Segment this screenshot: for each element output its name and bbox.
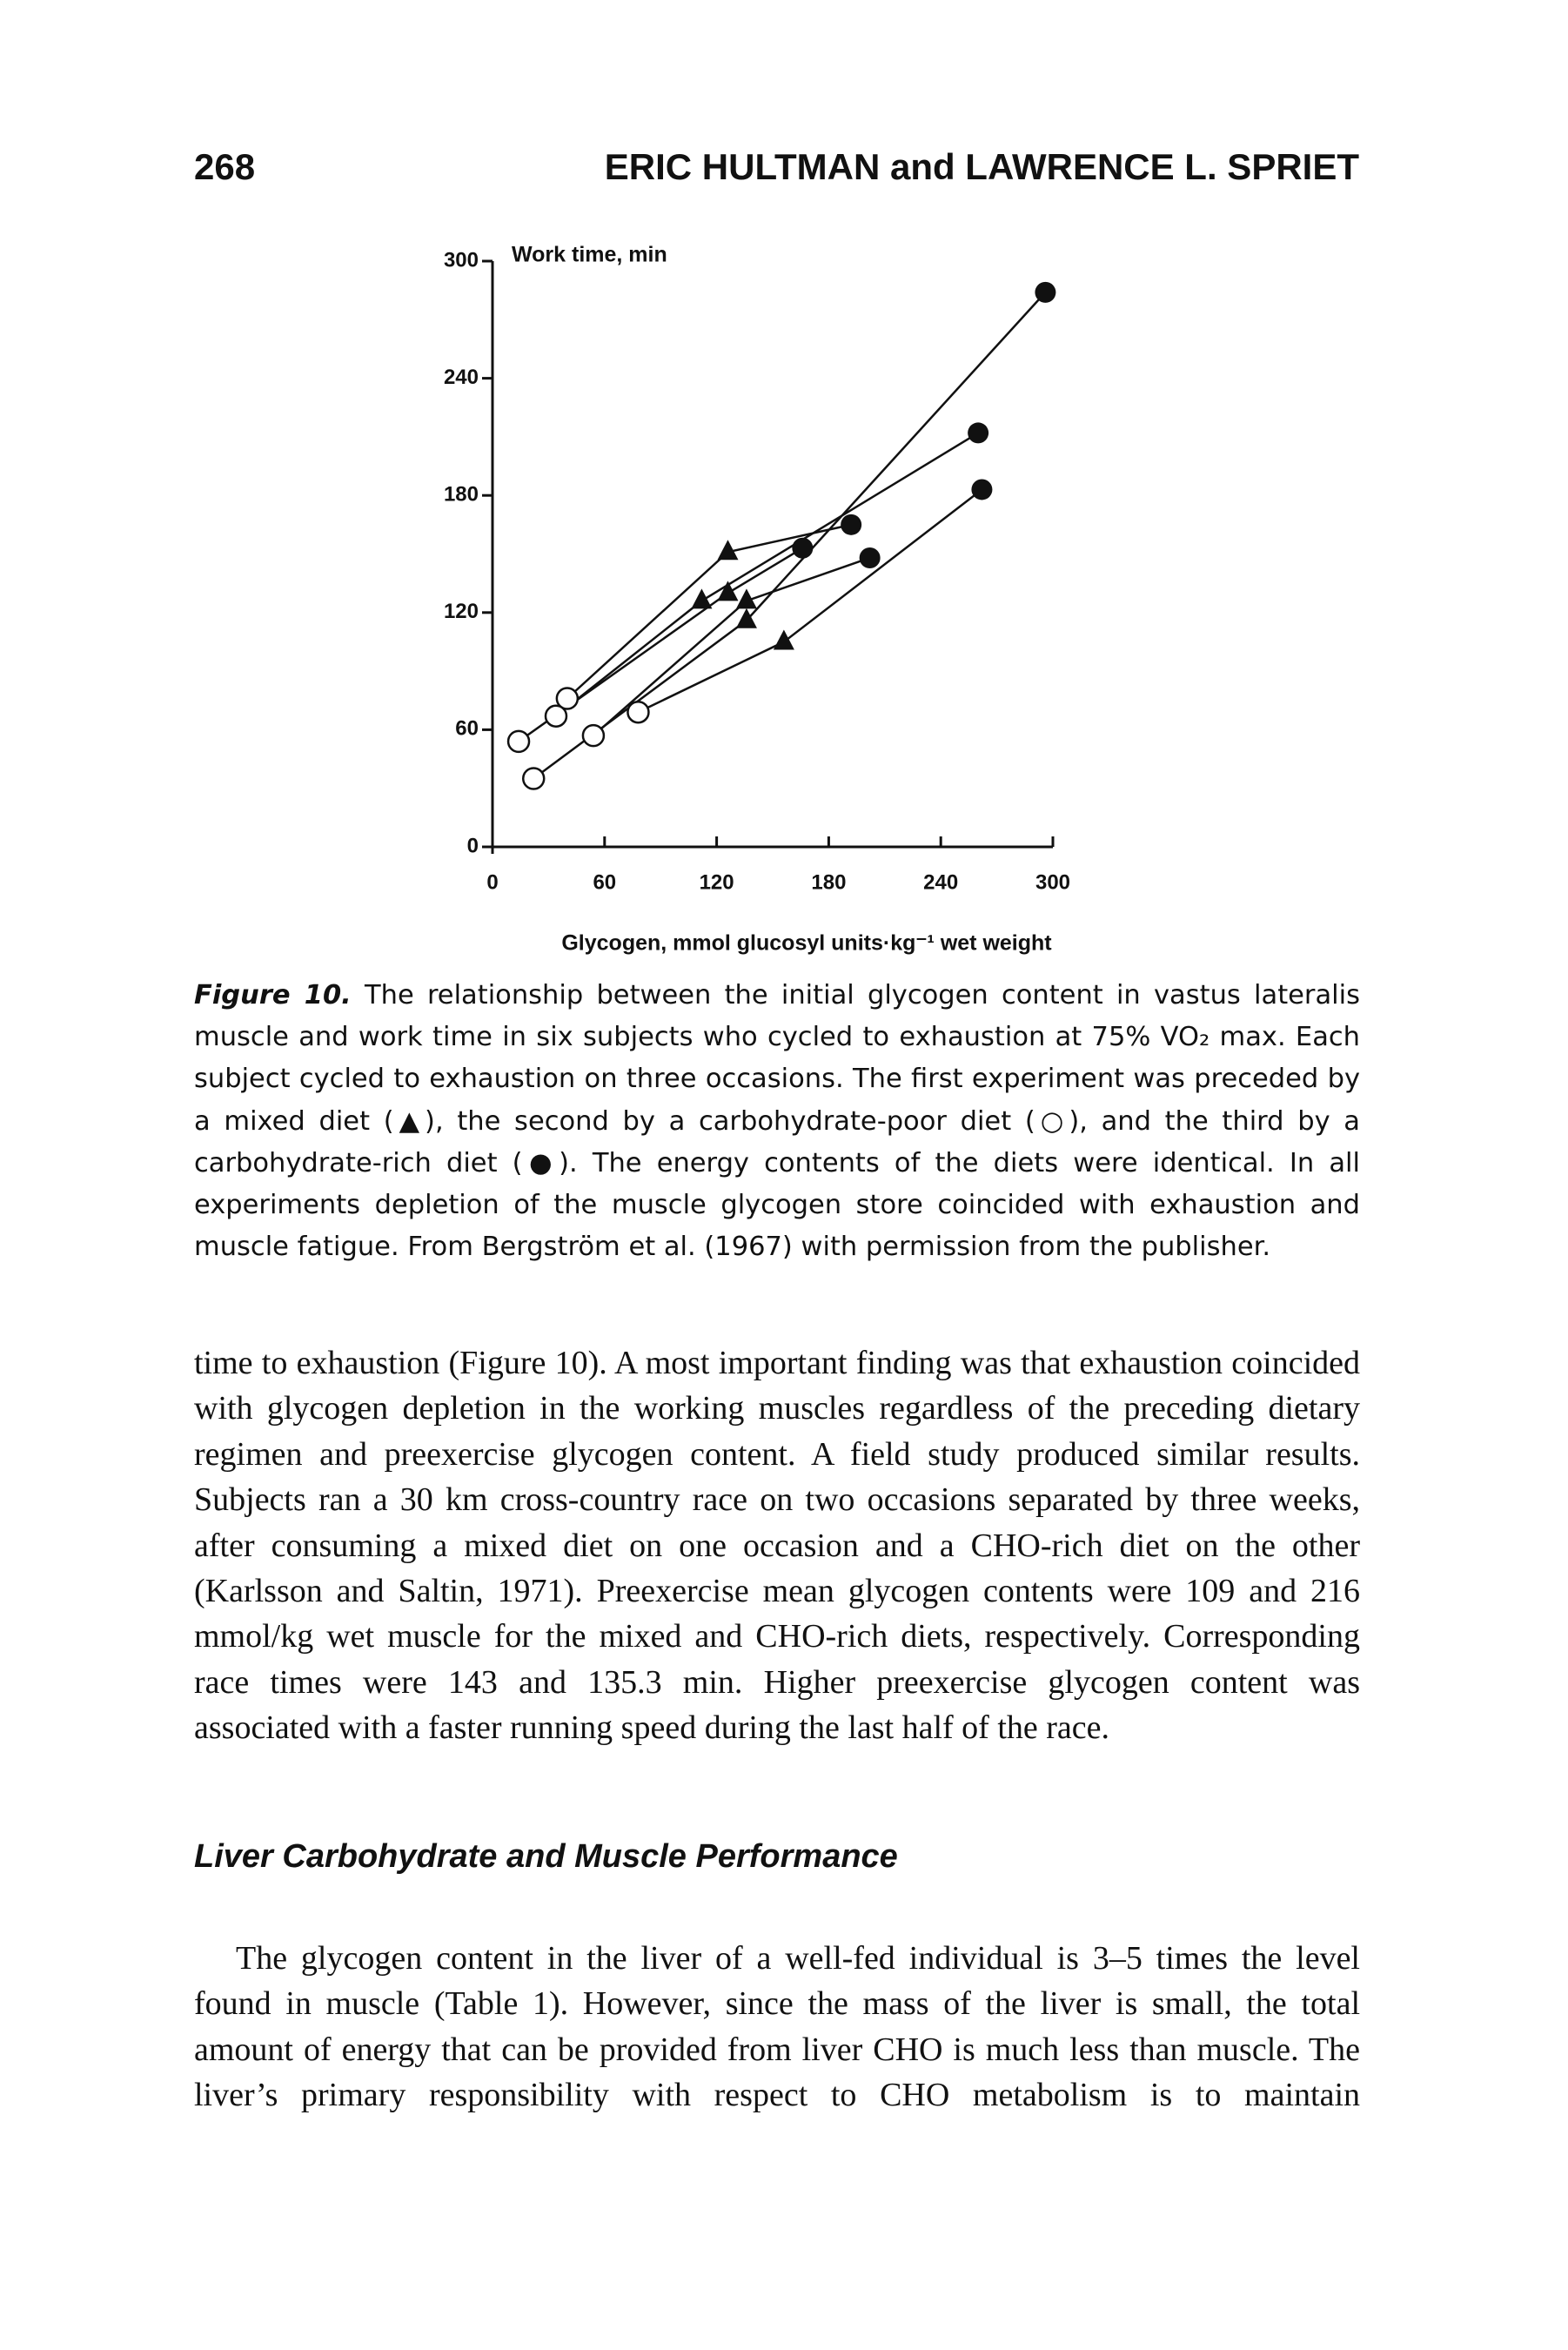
y-tick-label: 120	[444, 600, 479, 623]
x-axis-label: Glycogen, mmol glucosyl units·kg⁻¹ wet w…	[561, 931, 1052, 956]
point-triangle	[735, 608, 757, 628]
point-triangle	[717, 581, 739, 601]
point-filled-circle	[859, 547, 881, 568]
x-tick-label: 60	[593, 870, 616, 894]
running-head: ERIC HULTMAN and LAWRENCE L. SPRIET	[604, 146, 1359, 187]
paragraph: The glycogen content in the liver of a w…	[194, 1940, 1360, 2114]
x-tick-label: 300	[1035, 870, 1070, 894]
y-tick-label: 60	[455, 717, 479, 741]
point-filled-circle	[792, 537, 814, 559]
point-filled-circle	[968, 422, 989, 444]
x-tick-label: 0	[486, 870, 498, 894]
page-number: 268	[194, 146, 256, 187]
y-axis-label: Work time, min	[512, 243, 667, 267]
point-triangle	[691, 588, 713, 609]
figure-caption: Figure 10. The relationship between the …	[194, 975, 1360, 1268]
point-triangle	[773, 629, 794, 650]
point-open-circle	[581, 723, 606, 748]
point-open-circle	[521, 767, 546, 790]
subject-line	[533, 292, 1047, 780]
x-tick-label: 180	[811, 870, 846, 894]
point-filled-circle	[1035, 281, 1056, 303]
y-tick-label: 180	[444, 483, 479, 507]
subject-line	[555, 432, 979, 717]
point-triangle	[717, 540, 739, 561]
point-open-circle	[627, 700, 650, 724]
y-tick-label: 300	[444, 248, 479, 272]
paragraph: time to exhaustion (Figure 10). A most i…	[194, 1345, 1360, 1747]
y-tick-label: 240	[444, 366, 479, 389]
caption-text: The relationship between the initial gly…	[194, 980, 1360, 1263]
point-open-circle	[506, 729, 531, 754]
caption-label: Figure 10.	[194, 980, 352, 1010]
point-open-circle	[555, 687, 580, 710]
point-open-circle	[544, 704, 568, 728]
x-tick-label: 120	[700, 870, 734, 894]
chart: Work time, min Glycogen, mmol glucosyl u…	[444, 243, 1070, 956]
point-triangle	[735, 588, 757, 609]
section-heading: Liver Carbohydrate and Muscle Performanc…	[194, 1838, 898, 1875]
y-tick-label: 0	[467, 834, 479, 857]
point-filled-circle	[841, 514, 862, 535]
x-tick-label: 240	[923, 870, 958, 894]
point-filled-circle	[971, 479, 993, 500]
subject-line	[637, 488, 983, 714]
